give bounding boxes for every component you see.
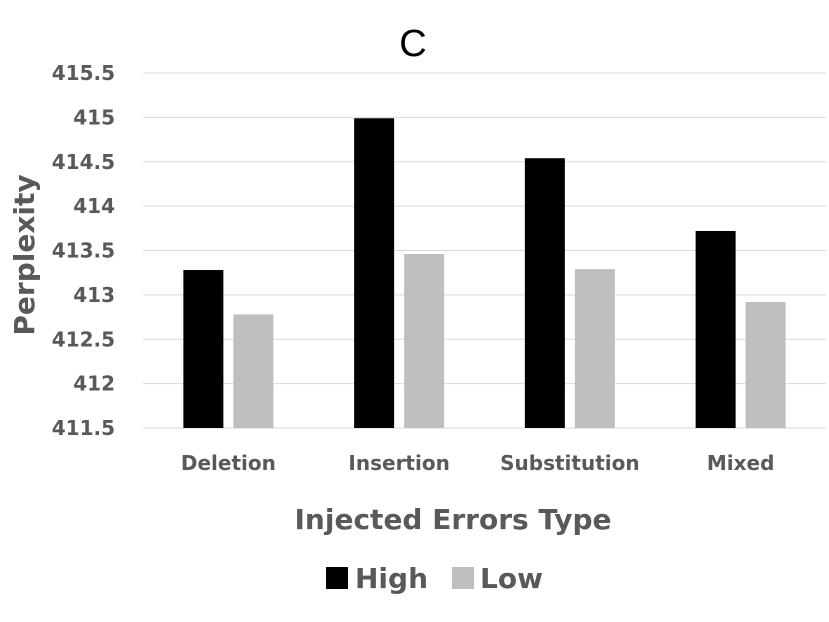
legend-swatch-low (452, 567, 474, 589)
y-axis-ticks: 411.5 412 412.5 413 413.5 414 414.5 415 415.5 (52, 61, 115, 440)
bar-low-substitution (574, 269, 615, 428)
y-tick-label: 412.5 (52, 327, 115, 351)
bar-high-deletion (183, 270, 224, 428)
bar-low-mixed (745, 301, 786, 428)
x-category-label: Deletion (181, 451, 276, 475)
chart-title: C (399, 23, 426, 65)
legend-label-low: Low (480, 562, 543, 595)
bar-high-substitution (524, 158, 565, 428)
bar-low-insertion (404, 254, 445, 428)
x-category-label: Insertion (348, 451, 449, 475)
bar-high-insertion (354, 118, 395, 428)
x-axis-categories: Deletion Insertion Substitution Mixed (181, 451, 775, 475)
x-category-label: Substitution (500, 451, 639, 475)
y-axis-title: Perplexity (8, 174, 41, 335)
y-tick-label: 414 (73, 194, 115, 218)
legend-swatch-high (326, 567, 348, 589)
bars (183, 118, 786, 428)
y-tick-label: 412 (73, 372, 115, 396)
y-tick-label: 411.5 (52, 416, 115, 440)
y-tick-label: 415.5 (52, 61, 115, 85)
bar-high-mixed (695, 230, 736, 428)
x-category-label: Mixed (707, 451, 775, 475)
y-tick-label: 413.5 (52, 239, 115, 263)
y-tick-label: 413 (73, 283, 115, 307)
legend: High Low (326, 562, 543, 595)
y-tick-label: 415 (73, 105, 115, 129)
legend-label-high: High (355, 562, 428, 595)
y-tick-label: 414.5 (52, 150, 115, 174)
x-axis-title: Injected Errors Type (295, 503, 612, 536)
bar-low-deletion (233, 314, 274, 428)
